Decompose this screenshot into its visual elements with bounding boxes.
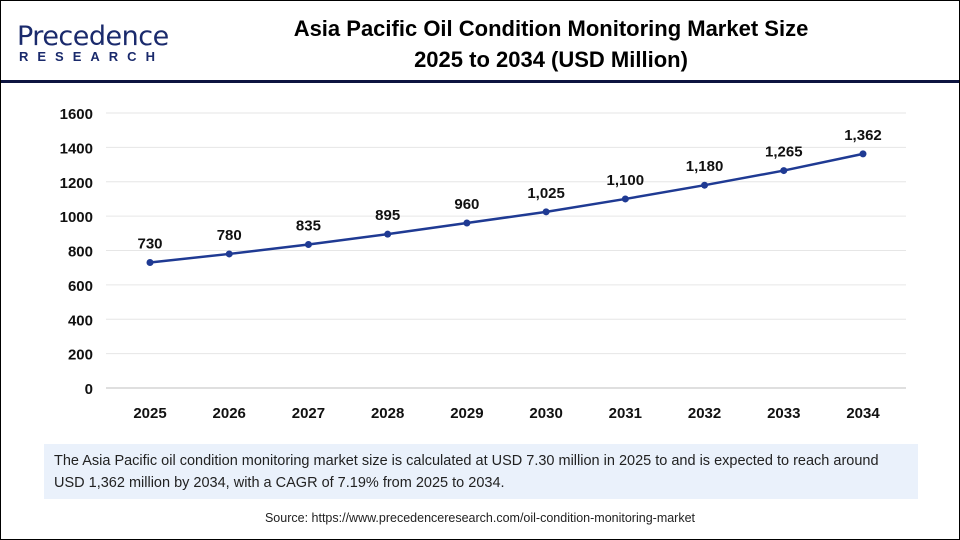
y-tick-label: 1400 bbox=[60, 140, 93, 157]
line-chart: 0 200 400 600 800 1000 1200 1400 1600 2025 2026 202… bbox=[60, 106, 906, 422]
logo-brand: Precedence bbox=[17, 21, 169, 52]
data-point bbox=[701, 181, 709, 189]
precedence-research-logo: Precedence RESEARCH bbox=[17, 21, 169, 66]
y-tick-label: 800 bbox=[68, 244, 93, 261]
summary-note: The Asia Pacific oil condition monitorin… bbox=[44, 444, 918, 499]
data-point bbox=[146, 259, 154, 267]
y-tick-label: 200 bbox=[68, 347, 93, 364]
data-point bbox=[225, 250, 233, 258]
x-tick-label: 2028 bbox=[371, 405, 404, 422]
x-tick-label: 2026 bbox=[213, 405, 246, 422]
data-label: 1,180 bbox=[686, 158, 724, 175]
logo-sub: RESEARCH bbox=[19, 49, 164, 64]
x-tick-label: 2029 bbox=[450, 405, 483, 422]
source-text: Source: https://www.precedenceresearch.c… bbox=[264, 511, 696, 525]
y-tick-label: 400 bbox=[68, 312, 93, 329]
data-label: 1,100 bbox=[607, 172, 645, 189]
data-point bbox=[384, 230, 392, 238]
x-tick-label: 2030 bbox=[529, 405, 562, 422]
data-point bbox=[780, 167, 788, 175]
x-tick-label: 2025 bbox=[133, 405, 166, 422]
data-label: 835 bbox=[296, 217, 321, 234]
data-label: 1,025 bbox=[527, 185, 565, 202]
y-tick-label: 1000 bbox=[60, 209, 93, 226]
title-line-2: 2025 to 2034 (USD Million) bbox=[414, 47, 688, 72]
x-tick-label: 2031 bbox=[609, 405, 642, 422]
data-label: 780 bbox=[217, 227, 242, 244]
data-label: 1,265 bbox=[765, 144, 803, 161]
series-line bbox=[149, 152, 864, 264]
data-point bbox=[859, 150, 867, 158]
data-point bbox=[542, 208, 550, 216]
x-tick-label: 2027 bbox=[292, 405, 325, 422]
y-tick-label: 600 bbox=[68, 278, 93, 295]
x-tick-label: 2034 bbox=[846, 405, 880, 422]
x-tick-label: 2032 bbox=[688, 405, 721, 422]
header-divider bbox=[1, 80, 959, 83]
chart-title: Asia Pacific Oil Condition Monitoring Ma… bbox=[231, 13, 871, 75]
data-point bbox=[463, 219, 471, 227]
data-label: 895 bbox=[375, 207, 400, 224]
data-point bbox=[304, 240, 312, 248]
y-tick-label: 1200 bbox=[60, 175, 93, 192]
x-tick-label: 2033 bbox=[767, 405, 800, 422]
y-tick-label: 1600 bbox=[60, 106, 93, 123]
data-label: 1,362 bbox=[844, 127, 882, 144]
data-label: 960 bbox=[454, 196, 479, 213]
title-line-1: Asia Pacific Oil Condition Monitoring Ma… bbox=[293, 16, 809, 41]
y-tick-label: 0 bbox=[85, 381, 93, 398]
data-label: 730 bbox=[137, 236, 162, 253]
data-point bbox=[621, 195, 629, 203]
